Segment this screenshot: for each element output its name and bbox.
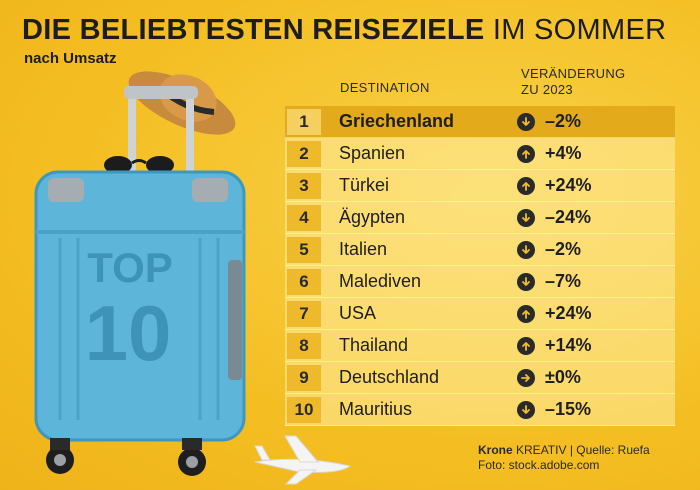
- credit-separator: |: [569, 443, 573, 457]
- title-bold: DIE BELIEBTESTEN REISEZIELE: [22, 14, 485, 46]
- table-row: 6 Malediven –7%: [285, 266, 675, 298]
- destination-name: Ägypten: [339, 207, 406, 227]
- change-value: –15%: [545, 399, 592, 419]
- arrow-down-icon: [517, 240, 535, 259]
- table-row: 7 USA +24%: [285, 298, 675, 330]
- destination-name: Italien: [339, 239, 388, 259]
- rank-number: 7: [287, 300, 321, 327]
- top-label: TOP: [87, 244, 173, 291]
- credit-line1: Krone KREATIV | Quelle: Ruefa: [478, 443, 650, 458]
- arrow-up-icon: [517, 304, 535, 323]
- arrow-up-icon: [517, 336, 535, 355]
- destination-name: Thailand: [339, 335, 409, 355]
- destination-name: Griechenland: [339, 111, 455, 131]
- table-row: 8 Thailand +14%: [285, 330, 675, 362]
- destination-name: Türkei: [339, 175, 390, 195]
- table-row: 10 Mauritius –15%: [285, 394, 675, 426]
- rank-number: 3: [287, 172, 321, 199]
- straw-hat: [128, 71, 236, 135]
- destination-name: Deutschland: [339, 367, 440, 387]
- sunglasses: [104, 156, 174, 174]
- column-header-change-line1: VERÄNDERUNG: [521, 66, 626, 81]
- column-header-change-line2: ZU 2023: [521, 82, 573, 97]
- change-value: –24%: [545, 207, 592, 227]
- ranking-table: 1 Griechenland –2% 2 Spanien +4% 3 Türkei +24% 4 Ä…: [285, 106, 675, 426]
- change-value: –2%: [545, 239, 582, 259]
- title-light: IM SOMMER: [492, 14, 667, 46]
- arrow-down-icon: [517, 272, 535, 291]
- rank-number: 1: [287, 108, 321, 135]
- arrow-up-icon: [517, 144, 535, 163]
- subtitle: nach Umsatz: [24, 50, 117, 67]
- arrow-down-icon: [517, 400, 535, 419]
- credit: Krone KREATIV | Quelle: Ruefa Foto: stoc…: [478, 443, 650, 473]
- arrow-down-icon: [517, 112, 535, 131]
- ten-label: 10: [85, 289, 172, 377]
- rank-number: 10: [287, 396, 321, 423]
- photo-credit: Foto: stock.adobe.com: [478, 458, 600, 472]
- arrow-flat-icon: [517, 368, 535, 387]
- change-value: –2%: [545, 111, 582, 131]
- toy-airplane: [254, 435, 352, 485]
- column-header-change: VERÄNDERUNG ZU 2023: [521, 66, 661, 98]
- destination-name: USA: [339, 303, 377, 323]
- rank-number: 9: [287, 364, 321, 391]
- brand-rest: KREATIV: [516, 443, 567, 457]
- change-value: ±0%: [545, 367, 581, 387]
- table-row: 3 Türkei +24%: [285, 170, 675, 202]
- rank-number: 4: [287, 204, 321, 231]
- change-value: +24%: [545, 175, 592, 195]
- rank-number: 6: [287, 268, 321, 295]
- table-row: 5 Italien –2%: [285, 234, 675, 266]
- table-row: 2 Spanien +4%: [285, 138, 675, 170]
- table-row: 4 Ägypten –24%: [285, 202, 675, 234]
- change-value: +24%: [545, 303, 592, 323]
- source: Quelle: Ruefa: [576, 443, 650, 457]
- table-row: 9 Deutschland ±0%: [285, 362, 675, 394]
- brand-bold: Krone: [478, 443, 513, 457]
- change-value: +4%: [545, 143, 582, 163]
- column-header-destination: DESTINATION: [340, 80, 430, 95]
- page-title: DIE BELIEBTESTEN REISEZIELE IM SOMMER: [22, 14, 666, 47]
- change-value: –7%: [545, 271, 582, 291]
- rank-number: 5: [287, 236, 321, 263]
- table-row: 1 Griechenland –2%: [285, 106, 675, 138]
- change-value: +14%: [545, 335, 592, 355]
- destination-name: Spanien: [339, 143, 406, 163]
- destination-name: Malediven: [339, 271, 422, 291]
- destination-name: Mauritius: [339, 399, 413, 419]
- arrow-up-icon: [517, 176, 535, 195]
- rank-number: 2: [287, 140, 321, 167]
- arrow-down-icon: [517, 208, 535, 227]
- rank-number: 8: [287, 332, 321, 359]
